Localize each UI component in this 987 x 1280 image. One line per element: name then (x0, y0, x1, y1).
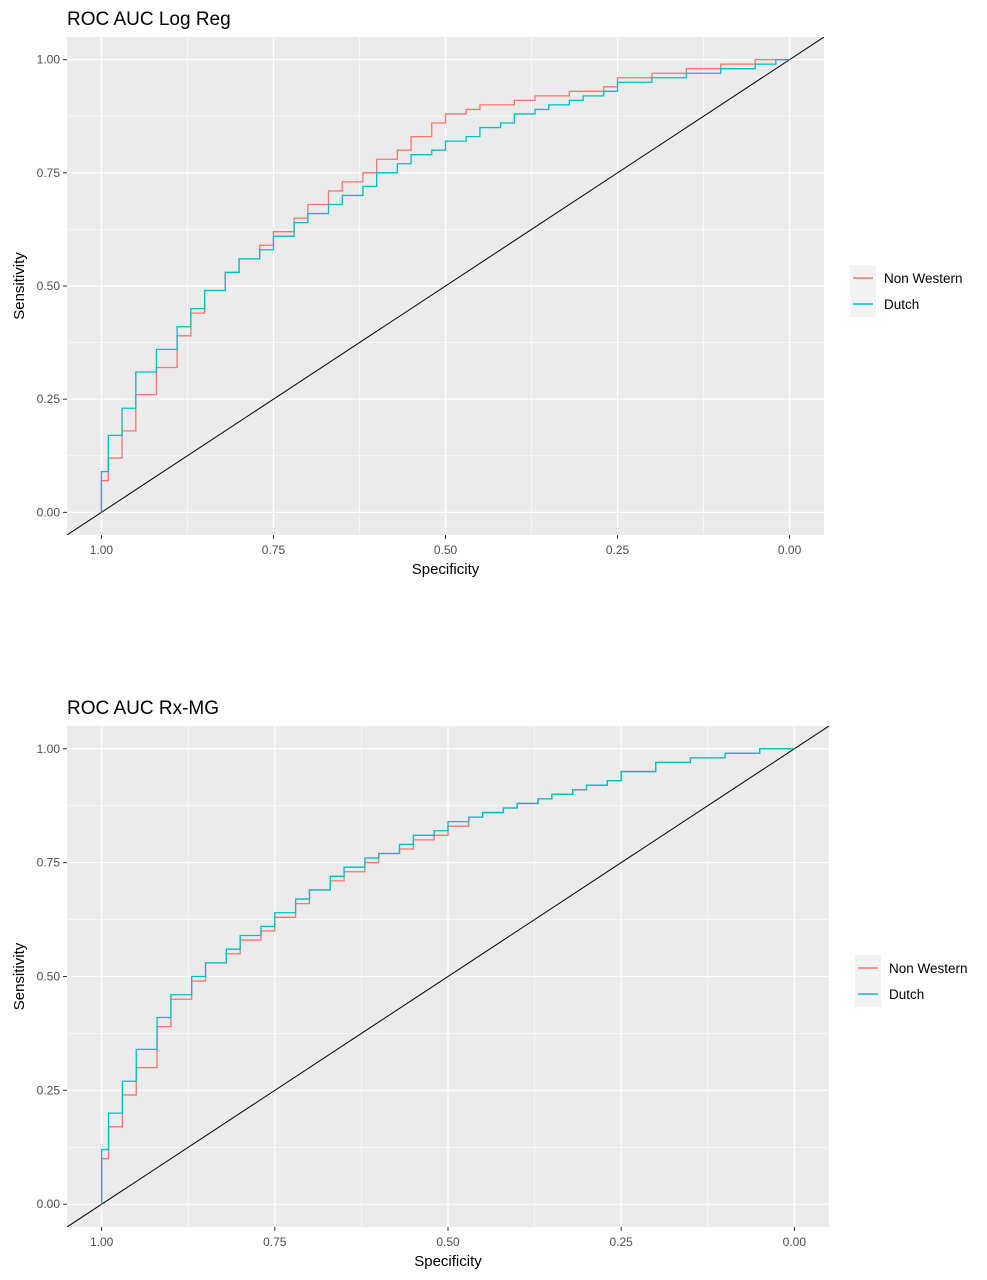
y-axis-label: Sensitivity (11, 942, 28, 1010)
y-tick-label: 0.50 (37, 279, 61, 293)
y-tick-label: 0.25 (37, 1083, 61, 1097)
x-tick-label: 0.75 (263, 1235, 287, 1249)
y-tick-label: 1.00 (37, 742, 61, 756)
legend: Non Western Dutch (850, 265, 963, 317)
legend: Non Western Dutch (855, 955, 968, 1007)
y-tick-label: 0.75 (37, 856, 61, 870)
legend-entry-label: Non Western (884, 271, 963, 286)
y-tick-label: 0.00 (37, 505, 61, 519)
x-tick-label: 0.00 (783, 1235, 807, 1249)
y-tick-label: 0.50 (37, 970, 61, 984)
y-tick-label: 0.25 (37, 392, 61, 406)
chart-title: ROC AUC Rx-MG (67, 698, 219, 719)
series-line-non-western (100, 58, 790, 513)
y-tick-label: 1.00 (37, 53, 61, 67)
x-tick-label: 0.50 (434, 543, 458, 557)
legend-entry-label: Dutch (889, 987, 924, 1002)
x-axis-label: Specificity (414, 1253, 482, 1270)
legend-key-background (850, 265, 876, 317)
diagonal-reference-line (67, 726, 829, 1227)
chart-2: ROC AUC Rx-MG 1.00 0.75 0.50 0.25 0.00 0.00 0.2… (11, 698, 968, 1270)
series-line-dutch (100, 58, 790, 513)
chart-title: ROC AUC Log Reg (67, 9, 231, 30)
y-axis-label: Sensitivity (11, 252, 28, 320)
diagonal-reference-line (67, 37, 824, 535)
x-tick-label: 1.00 (90, 543, 114, 557)
legend-entry-label: Non Western (889, 961, 968, 976)
y-tick-label: 0.75 (37, 166, 61, 180)
legend-key-background (855, 955, 881, 1007)
x-tick-label: 0.25 (610, 1235, 634, 1249)
chart-1: ROC AUC Log Reg 1.00 0.75 0.50 0.25 0.00 0.00 0… (11, 9, 963, 578)
x-tick-label: 0.50 (436, 1235, 460, 1249)
y-tick-label: 0.00 (37, 1197, 61, 1211)
x-axis-label: Specificity (412, 561, 480, 578)
x-tick-label: 0.25 (606, 543, 630, 557)
x-tick-label: 0.00 (778, 543, 802, 557)
x-tick-label: 0.75 (262, 543, 286, 557)
legend-entry-label: Dutch (884, 297, 919, 312)
x-tick-label: 1.00 (90, 1235, 114, 1249)
series-line-dutch (100, 748, 795, 1205)
